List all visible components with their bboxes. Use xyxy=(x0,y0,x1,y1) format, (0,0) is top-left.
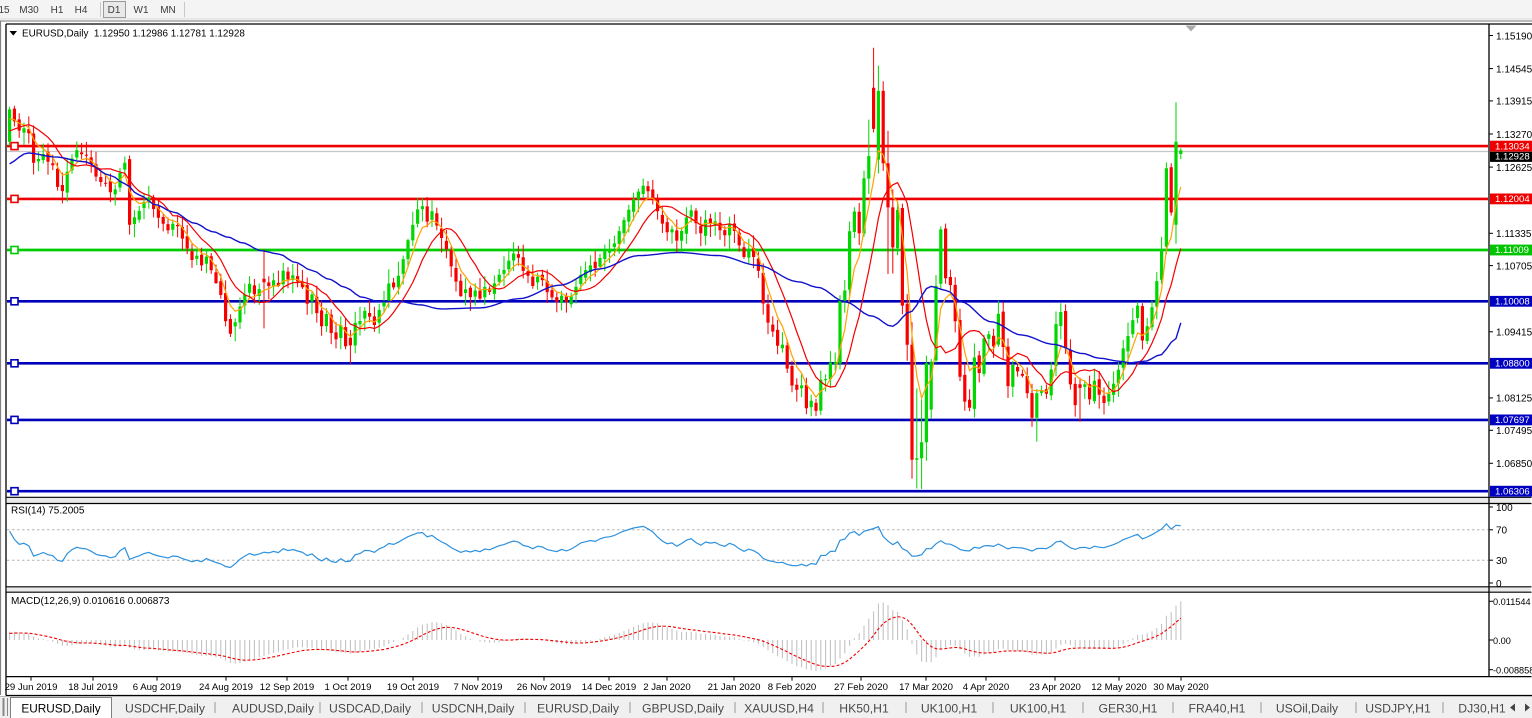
svg-text:1.07495: 1.07495 xyxy=(1496,426,1532,437)
svg-text:15: 15 xyxy=(0,5,10,16)
svg-text:USDCHF,Daily: USDCHF,Daily xyxy=(125,702,206,716)
svg-text:1.08125: 1.08125 xyxy=(1496,394,1532,405)
svg-text:0.00: 0.00 xyxy=(1493,636,1511,646)
svg-text:EURUSD,Daily 1.12950 1.12986: EURUSD,Daily 1.12950 1.12986 1.12781 1.1… xyxy=(22,29,245,40)
svg-text:MN: MN xyxy=(160,5,176,16)
svg-text:1.10008: 1.10008 xyxy=(1495,297,1530,308)
svg-text:4 Apr 2020: 4 Apr 2020 xyxy=(963,682,1009,693)
svg-text:GER30,H1: GER30,H1 xyxy=(1099,702,1158,716)
svg-text:GBPUSD,Daily: GBPUSD,Daily xyxy=(642,702,725,716)
svg-text:1 Oct 2019: 1 Oct 2019 xyxy=(325,682,372,693)
svg-text:UK100,H1: UK100,H1 xyxy=(1010,702,1066,716)
svg-text:12 May 2020: 12 May 2020 xyxy=(1091,682,1146,693)
svg-text:W1: W1 xyxy=(134,5,149,16)
svg-text:7 Nov 2019: 7 Nov 2019 xyxy=(453,682,502,693)
svg-text:1.15190: 1.15190 xyxy=(1496,31,1532,42)
svg-text:30: 30 xyxy=(1496,556,1508,567)
svg-text:1.12625: 1.12625 xyxy=(1496,163,1532,174)
svg-text:USOil,Daily: USOil,Daily xyxy=(1276,702,1339,716)
svg-text:1.14545: 1.14545 xyxy=(1496,64,1532,75)
svg-text:100: 100 xyxy=(1496,503,1513,514)
svg-text:18 Jul 2019: 18 Jul 2019 xyxy=(68,682,118,693)
svg-text:29 Jun 2019: 29 Jun 2019 xyxy=(5,682,58,693)
svg-text:14 Dec 2019: 14 Dec 2019 xyxy=(582,682,636,693)
svg-text:1.06850: 1.06850 xyxy=(1496,459,1532,470)
svg-text:AUDUSD,Daily: AUDUSD,Daily xyxy=(232,702,315,716)
svg-text:0.011544: 0.011544 xyxy=(1493,597,1531,607)
svg-text:RSI(14) 75.2005: RSI(14) 75.2005 xyxy=(11,506,85,517)
svg-text:HK50,H1: HK50,H1 xyxy=(839,702,889,716)
svg-text:19 Oct 2019: 19 Oct 2019 xyxy=(387,682,439,693)
svg-text:27 Feb 2020: 27 Feb 2020 xyxy=(834,682,888,693)
svg-text:FRA40,H1: FRA40,H1 xyxy=(1189,702,1246,716)
svg-text:26 Nov 2019: 26 Nov 2019 xyxy=(517,682,571,693)
svg-text:USDCAD,Daily: USDCAD,Daily xyxy=(329,702,412,716)
svg-text:8 Feb 2020: 8 Feb 2020 xyxy=(768,682,817,693)
svg-text:6 Aug 2019: 6 Aug 2019 xyxy=(133,682,182,693)
svg-text:D1: D1 xyxy=(108,5,121,16)
svg-text:USDCNH,Daily: USDCNH,Daily xyxy=(432,702,516,716)
svg-text:1.13034: 1.13034 xyxy=(1495,141,1530,152)
svg-text:H4: H4 xyxy=(75,5,88,16)
svg-text:1.07697: 1.07697 xyxy=(1495,415,1530,426)
svg-text:EURUSD,Daily: EURUSD,Daily xyxy=(537,702,620,716)
svg-text:1.06306: 1.06306 xyxy=(1495,486,1530,497)
svg-text:EURUSD,Daily: EURUSD,Daily xyxy=(21,702,100,716)
svg-text:M30: M30 xyxy=(19,5,39,16)
svg-text:1.13270: 1.13270 xyxy=(1496,130,1532,141)
svg-text:UK100,H1: UK100,H1 xyxy=(921,702,977,716)
svg-text:XAUUSD,H4: XAUUSD,H4 xyxy=(744,702,814,716)
svg-text:1.12928: 1.12928 xyxy=(1495,152,1530,163)
svg-text:30 May 2020: 30 May 2020 xyxy=(1153,682,1208,693)
svg-text:USDJPY,H1: USDJPY,H1 xyxy=(1365,702,1431,716)
svg-text:1.11335: 1.11335 xyxy=(1496,229,1532,240)
svg-text:1.11009: 1.11009 xyxy=(1495,245,1529,256)
svg-text:-0.008858: -0.008858 xyxy=(1493,666,1532,676)
svg-text:70: 70 xyxy=(1496,526,1508,537)
svg-text:1.08800: 1.08800 xyxy=(1495,359,1530,370)
svg-text:1.09415: 1.09415 xyxy=(1496,328,1532,339)
svg-text:2 Jan 2020: 2 Jan 2020 xyxy=(643,682,690,693)
svg-text:17 Mar 2020: 17 Mar 2020 xyxy=(899,682,953,693)
svg-text:1.12004: 1.12004 xyxy=(1495,194,1530,205)
svg-text:23 Apr 2020: 23 Apr 2020 xyxy=(1029,682,1081,693)
svg-text:0: 0 xyxy=(1496,579,1502,590)
svg-text:H1: H1 xyxy=(51,5,64,16)
svg-text:MACD(12,26,9) 0.010616 0.00687: MACD(12,26,9) 0.010616 0.006873 xyxy=(11,596,170,607)
svg-text:12 Sep 2019: 12 Sep 2019 xyxy=(260,682,314,693)
svg-text:24 Aug 2019: 24 Aug 2019 xyxy=(199,682,253,693)
svg-text:1.10705: 1.10705 xyxy=(1496,261,1532,272)
svg-text:21 Jan 2020: 21 Jan 2020 xyxy=(708,682,761,693)
svg-text:1.13915: 1.13915 xyxy=(1496,97,1532,108)
svg-text:DJ30,H1: DJ30,H1 xyxy=(1458,702,1506,716)
